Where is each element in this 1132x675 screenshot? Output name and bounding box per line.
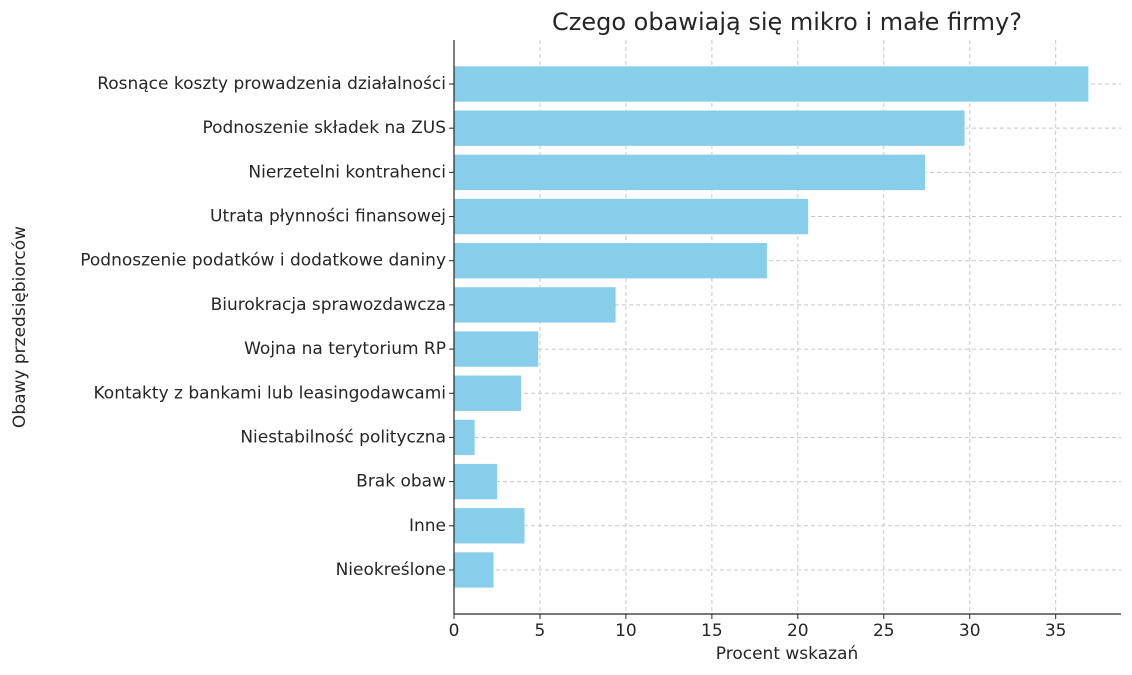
- y-tick-label: Rosnące koszty prowadzenia działalności: [97, 74, 446, 94]
- x-tick-label: 15: [701, 621, 723, 641]
- bar: [454, 463, 497, 500]
- x-tick-label: 25: [873, 621, 895, 641]
- y-tick-label: Niestabilność polityczna: [240, 427, 446, 447]
- x-axis-label: Procent wskazań: [716, 644, 858, 664]
- bar: [454, 552, 494, 588]
- y-tick-label: Biurokracja sprawozdawcza: [211, 295, 446, 315]
- x-tick-label: 10: [615, 621, 637, 641]
- y-tick-label: Podnoszenie składek na ZUS: [202, 118, 446, 138]
- x-tick-label: 0: [449, 621, 460, 641]
- bar: [454, 66, 1089, 102]
- y-tick-label: Nieokreślone: [336, 560, 446, 580]
- x-tick-label: 30: [959, 621, 981, 641]
- y-tick-label: Utrata płynności finansowej: [210, 207, 446, 227]
- bar: [454, 508, 525, 544]
- y-tick-label: Wojna na terytorium RP: [244, 339, 446, 359]
- x-tick-label: 35: [1045, 621, 1067, 641]
- bar: [454, 287, 616, 323]
- y-axis-label: Obawy przedsiębiorców: [10, 226, 30, 428]
- bar: [454, 243, 767, 279]
- y-tick-label: Nierzetelni kontrahenci: [248, 162, 446, 182]
- bar: [454, 110, 965, 146]
- y-tick-label: Podnoszenie podatków i dodatkowe daniny: [80, 251, 446, 271]
- bar: [454, 198, 809, 235]
- bar: [454, 375, 522, 411]
- bar: [454, 419, 475, 456]
- bar: [454, 154, 926, 191]
- y-tick-label: Brak obaw: [356, 472, 446, 492]
- x-tick-label: 5: [535, 621, 546, 641]
- y-tick-label: Inne: [409, 516, 446, 536]
- bar: [454, 331, 539, 367]
- x-tick-label: 20: [787, 621, 809, 641]
- chart-title: Czego obawiają się mikro i małe firmy?: [552, 8, 1022, 36]
- y-tick-label: Kontakty z bankami lub leasingodawcami: [94, 383, 447, 403]
